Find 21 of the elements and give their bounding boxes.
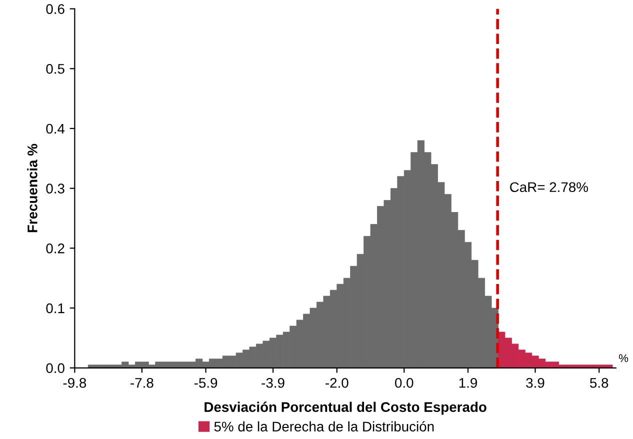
text: % (619, 354, 628, 362)
x-tick-label: -9.8 (63, 378, 86, 388)
x-axis-title: Desviación Porcentual del Costo Esperado (204, 402, 486, 415)
y-tick-label: 0.2 (46, 244, 64, 254)
x-tick-label: 1.9 (459, 378, 477, 388)
x-tick-label: -5.9 (194, 378, 218, 388)
x-tick-label: 0.0 (395, 378, 414, 388)
y-tick-label: 0.4 (46, 124, 65, 134)
x-tick-label: -2.0 (326, 378, 348, 388)
x-tick-label: 3.9 (526, 378, 544, 388)
y-tick-label: 0.3 (46, 184, 64, 194)
x-tick-label: 5.8 (590, 378, 608, 388)
ref-line-label: CaR= 2.78% (510, 182, 588, 192)
y-tick-label: 0.0 (46, 363, 64, 374)
x-tick-label: -7.8 (130, 378, 154, 388)
y-tick-label: 0.1 (46, 303, 64, 314)
x-tick-label: -3.9 (262, 378, 284, 388)
y-tick-label: 0.5 (46, 64, 64, 74)
legend-label: 5% de la Derecha de la Distribución (214, 421, 434, 432)
y-axis-title: Frecuencia % (27, 144, 38, 232)
y-tick-label: 0.6 (46, 4, 64, 14)
